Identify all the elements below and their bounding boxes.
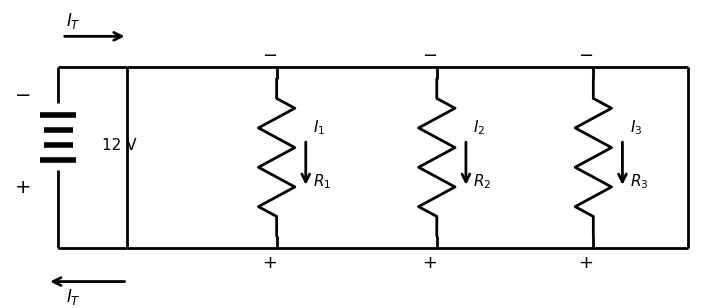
Text: $I_T$: $I_T$ xyxy=(66,287,80,307)
Text: $R_1$: $R_1$ xyxy=(313,172,331,191)
Text: $I_1$: $I_1$ xyxy=(313,118,325,136)
Text: $+$: $+$ xyxy=(262,254,277,272)
Text: $R_3$: $R_3$ xyxy=(630,172,648,191)
Text: $I_T$: $I_T$ xyxy=(66,11,80,31)
Text: $I_2$: $I_2$ xyxy=(473,118,486,136)
Text: $+$: $+$ xyxy=(579,254,593,272)
Text: $-$: $-$ xyxy=(422,46,437,63)
Text: $-$: $-$ xyxy=(579,46,593,63)
Text: $+$: $+$ xyxy=(422,254,437,272)
Text: 12 V: 12 V xyxy=(102,138,136,153)
Text: $-$: $-$ xyxy=(262,46,277,63)
Text: $I_3$: $I_3$ xyxy=(630,118,642,136)
Text: $-$: $-$ xyxy=(14,84,30,103)
Text: $+$: $+$ xyxy=(14,178,30,197)
Text: $R_2$: $R_2$ xyxy=(473,172,491,191)
